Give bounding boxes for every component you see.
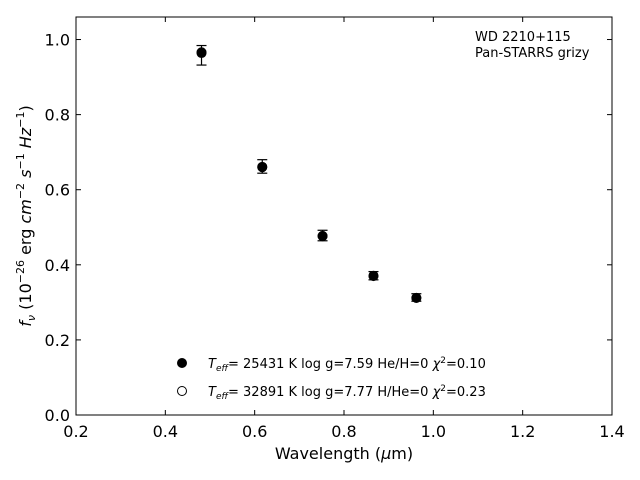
model-point-open bbox=[257, 161, 268, 172]
legend-label-model-1: Teff= 25431 K log g=7.59 He/H=0 χ2=0.10 bbox=[208, 356, 486, 374]
x-tick-label: 1.4 bbox=[599, 422, 624, 441]
x-tick-label: 0.4 bbox=[153, 422, 178, 441]
model-point-open bbox=[196, 47, 207, 58]
legend-label-model-2: Teff= 32891 K log g=7.77 H/He=0 χ2=0.23 bbox=[208, 384, 486, 402]
y-tick-label: 0.6 bbox=[45, 181, 70, 200]
axis-ticks: 0.2 0.4 0.6 0.8 1.0 1.2 1.40.00.20.40.60.81.0 bbox=[45, 17, 625, 441]
y-tick-label: 0.0 bbox=[45, 406, 70, 425]
model-point-open bbox=[411, 292, 422, 303]
x-axis-label: Wavelength (μm) bbox=[275, 444, 413, 463]
x-tick-label: 0.2 bbox=[63, 422, 88, 441]
y-axis-label: fν (10−26 erg cm−2 s−1 Hz−1) bbox=[14, 105, 38, 326]
legend-marker-filled bbox=[177, 358, 187, 368]
x-tick-label: 1.2 bbox=[510, 422, 535, 441]
y-tick-label: 0.8 bbox=[45, 106, 70, 125]
plot-frame bbox=[75, 16, 613, 416]
y-tick-label: 1.0 bbox=[45, 31, 70, 50]
x-tick-label: 1.0 bbox=[421, 422, 446, 441]
model-point-open bbox=[368, 270, 379, 281]
legend: Teff= 25431 K log g=7.59 He/H=0 χ2=0.10 … bbox=[177, 356, 486, 402]
y-tick-label: 0.2 bbox=[45, 331, 70, 350]
model-point-filled bbox=[196, 48, 207, 59]
annotation-object: WD 2210+115 bbox=[475, 30, 571, 45]
chart-marks bbox=[196, 44, 422, 303]
x-tick-label: 0.6 bbox=[242, 422, 267, 441]
y-tick-label: 0.4 bbox=[45, 256, 70, 275]
x-tick-label: 0.8 bbox=[331, 422, 356, 441]
annotation-survey: Pan-STARRS grizy bbox=[475, 46, 590, 61]
model-point-open bbox=[317, 230, 328, 241]
legend-marker-open bbox=[177, 386, 187, 396]
